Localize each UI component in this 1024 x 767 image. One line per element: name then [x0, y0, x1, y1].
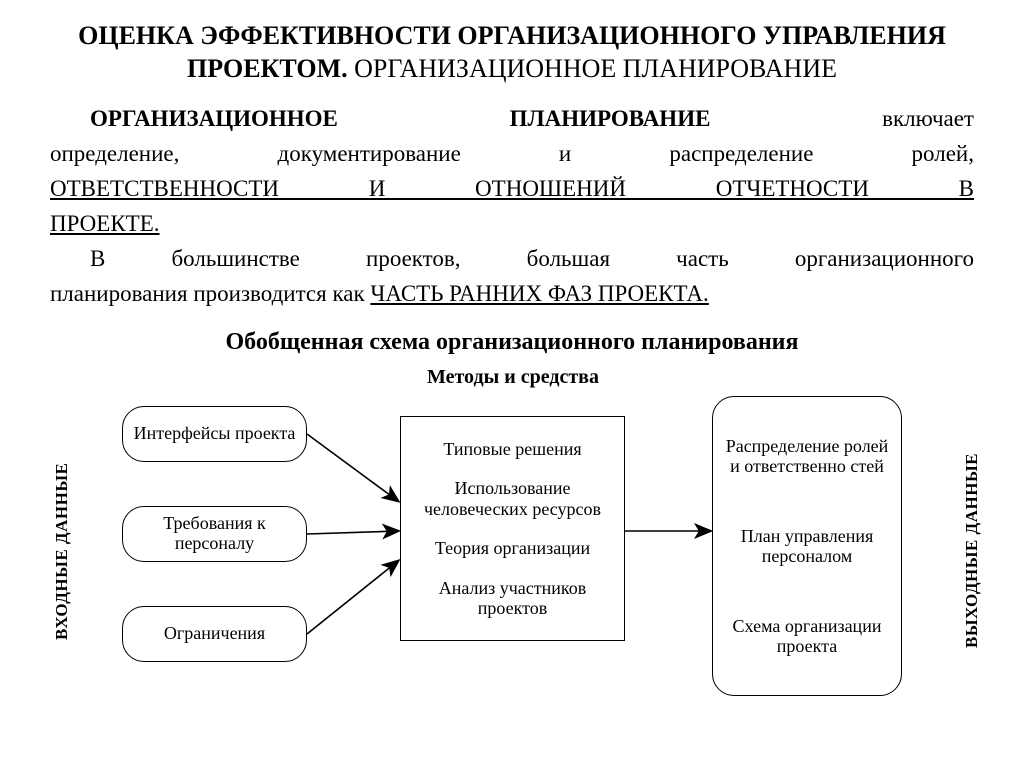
arrow-1 [307, 531, 398, 534]
input-box-0: Интерфейсы проекта [122, 406, 307, 462]
method-item-2: Теория организации [435, 538, 590, 559]
para2-pre: планирования производится как [50, 281, 370, 306]
output-item-2: Схема организации проекта [723, 616, 891, 657]
arrow-0 [307, 434, 398, 501]
para1-line4: ПРОЕКТЕ. [50, 208, 974, 239]
input-axis-label: ВХОДНЫЕ ДАННЫЕ [52, 426, 72, 676]
diagram-subhead: Обобщенная схема организационного планир… [50, 329, 974, 356]
para1-tail: включает [710, 106, 974, 131]
input-box-2: Ограничения [122, 606, 307, 662]
output-item-1: План управления персоналом [723, 526, 891, 567]
arrow-2 [307, 561, 398, 634]
para1-under1: ОТВЕТСТВЕННОСТИ И ОТНОШЕНИЙ ОТЧЕТНОСТИ В [50, 176, 974, 201]
outputs-box: Распределение ролей и ответственно стей П… [712, 396, 902, 696]
input-box-1: Требования к персоналу [122, 506, 307, 562]
para1-lead: ОРГАНИЗАЦИОННОЕ ПЛАНИРОВАНИЕ [90, 106, 710, 131]
methods-box: Типовые решения Использование человечески… [400, 416, 625, 641]
output-item-0: Распределение ролей и ответственно стей [723, 436, 891, 477]
para2-under: ЧАСТЬ РАННИХ ФАЗ ПРОЕКТА. [370, 281, 708, 306]
title-normal: ОРГАНИЗАЦИОННОЕ ПЛАНИРОВАНИЕ [348, 54, 837, 83]
methods-label: Методы и средства [427, 366, 599, 389]
para2-line2: планирования производится как ЧАСТЬ РАНН… [50, 278, 974, 309]
para1-line3: ОТВЕТСТВЕННОСТИ И ОТНОШЕНИЙ ОТЧЕТНОСТИ В [50, 173, 974, 204]
page-title: ОЦЕНКА ЭФФЕКТИВНОСТИ ОРГАНИЗАЦИОННОГО УП… [50, 20, 974, 85]
method-item-1: Использование человеческих ресурсов [409, 478, 616, 519]
method-item-0: Типовые решения [443, 439, 581, 460]
para1-under2: ПРОЕКТЕ. [50, 211, 160, 236]
diagram-container: ВХОДНЫЕ ДАННЫЕ ВЫХОДНЫЕ ДАННЫЕ Методы и … [52, 366, 972, 706]
method-item-3: Анализ участников проектов [409, 578, 616, 619]
output-axis-label: ВЫХОДНЫЕ ДАННЫЕ [962, 426, 982, 676]
para2-line1: В большинстве проектов, большая часть ор… [50, 243, 974, 274]
para1-line1: ОРГАНИЗАЦИОННОЕ ПЛАНИРОВАНИЕ включает [50, 103, 974, 134]
para1-line2: определение, документирование и распреде… [50, 138, 974, 169]
